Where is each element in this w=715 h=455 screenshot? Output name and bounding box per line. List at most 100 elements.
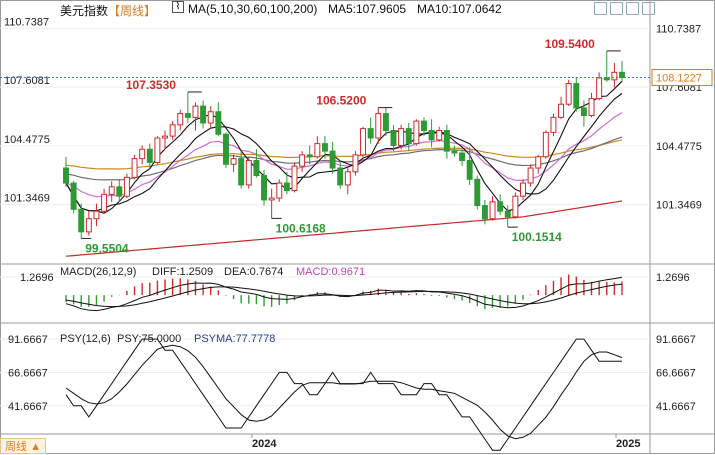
candle-body <box>162 135 168 139</box>
candle-body <box>253 160 260 177</box>
psyma-value-label: PSYMA:77.7778 <box>194 333 275 345</box>
candle-body <box>352 154 359 173</box>
candle-body <box>337 167 344 186</box>
macd-dif-label: DIFF:1.2509 <box>152 266 213 278</box>
candle-body <box>474 178 481 207</box>
macd-dea-line <box>65 283 623 308</box>
psy-tick-label-left: 91.6667 <box>8 334 48 346</box>
candle-body <box>154 137 161 163</box>
price-annotation-low: 99.5504 <box>85 241 129 255</box>
candle-body <box>215 111 222 135</box>
candle-body <box>146 148 153 163</box>
candle-body <box>405 128 412 145</box>
candle-body <box>63 167 69 184</box>
price-tick-label-left: 101.3469 <box>4 193 50 205</box>
ma-label: MA(5,10,30,60,100,200) <box>188 2 318 16</box>
x-axis-label: 2025 <box>616 438 640 450</box>
candle-body <box>283 182 290 192</box>
macd-dea-label: DEA:0.7674 <box>224 266 283 278</box>
candle-body <box>360 128 367 156</box>
candle-body <box>238 158 245 186</box>
candle-body <box>466 160 473 180</box>
period-selector[interactable]: 【周线】 <box>108 4 157 18</box>
price-annotation-high: 106.5200 <box>316 94 366 108</box>
macd-tick-label-right: 1.2696 <box>656 272 690 284</box>
current-price-box <box>651 69 713 87</box>
psy-tick-label-left: 41.6667 <box>8 401 48 413</box>
psy-value-label: PSY:75.0000 <box>117 333 181 345</box>
price-annotation-high: 109.5400 <box>545 37 595 51</box>
candle-body <box>291 165 298 192</box>
candle-body <box>573 83 580 109</box>
candle-body <box>550 116 557 133</box>
price-tick-label-left: 107.6081 <box>4 75 50 87</box>
macd-value-label: MACD:0.9671 <box>296 266 365 278</box>
candle-body <box>108 186 115 195</box>
candle-body <box>459 152 466 162</box>
candle-body <box>619 71 625 79</box>
candle-body <box>222 133 229 165</box>
candle-body <box>245 160 252 186</box>
candle-body <box>169 124 176 137</box>
close-icon[interactable] <box>642 2 655 15</box>
candle-body <box>565 83 572 105</box>
candle-body <box>139 148 146 160</box>
price-tick-label-right: 110.7387 <box>656 23 701 35</box>
candle-body <box>489 201 496 220</box>
candle-body <box>192 105 199 118</box>
candle-body <box>276 182 283 199</box>
layout-icon[interactable] <box>610 2 623 15</box>
price-annotation-high: 107.3530 <box>126 78 176 92</box>
candle-body <box>268 197 275 201</box>
candle-body <box>329 150 336 169</box>
candle-body <box>443 129 450 152</box>
candle-body <box>123 176 130 197</box>
expand-icon[interactable] <box>594 2 607 15</box>
candle-body <box>70 182 77 210</box>
candle-body <box>78 208 85 233</box>
current-price-label: 108.1227 <box>656 73 702 85</box>
ma60-line <box>65 136 623 181</box>
candle-body <box>527 167 534 184</box>
macd-tick-label-left: 1.2696 <box>20 272 54 284</box>
psy-title: PSY(12,6) <box>60 333 111 345</box>
footer-period-button[interactable]: 周线 ▲ <box>0 438 46 454</box>
candle-body <box>611 71 618 81</box>
candle-body <box>451 150 458 154</box>
candle-body <box>207 111 214 124</box>
macd-title: MACD(26,12,9) <box>60 266 136 278</box>
candle-body <box>398 128 405 147</box>
candle-body <box>588 98 595 116</box>
ma-indicator-icon[interactable]: ⌇ <box>172 1 184 13</box>
candle-body <box>390 129 397 147</box>
psyma-line <box>65 344 623 440</box>
panel-icon[interactable] <box>626 2 639 15</box>
price-tick-label-right: 101.3469 <box>656 200 702 212</box>
price-tick-label-left: 104.4775 <box>4 134 50 146</box>
candle-body <box>382 113 389 131</box>
price-annotation-low: 100.6168 <box>276 221 326 235</box>
candle-body <box>344 171 351 186</box>
candle-body <box>413 120 420 145</box>
candle-body <box>306 154 313 158</box>
candle-body <box>367 128 374 139</box>
psy-tick-label-right: 41.6667 <box>656 401 696 413</box>
candle-body <box>93 210 100 220</box>
candle-body <box>512 195 519 218</box>
candle-body <box>428 129 435 141</box>
candle-body <box>101 193 108 212</box>
candle-body <box>230 158 237 165</box>
candle-body <box>85 218 92 233</box>
psy-tick-label-right: 66.6667 <box>656 367 696 379</box>
price-tick-label-left: 110.7387 <box>4 16 49 28</box>
candle-body <box>299 154 306 167</box>
ma100-line <box>65 139 623 170</box>
candle-body <box>596 77 603 100</box>
psy-tick-label-right: 91.6667 <box>656 334 696 346</box>
candle-body <box>542 131 549 158</box>
ma10-value: MA10:107.0642 <box>417 2 502 16</box>
candle-body <box>321 143 328 152</box>
symbol-title: 美元指数 <box>60 4 109 18</box>
